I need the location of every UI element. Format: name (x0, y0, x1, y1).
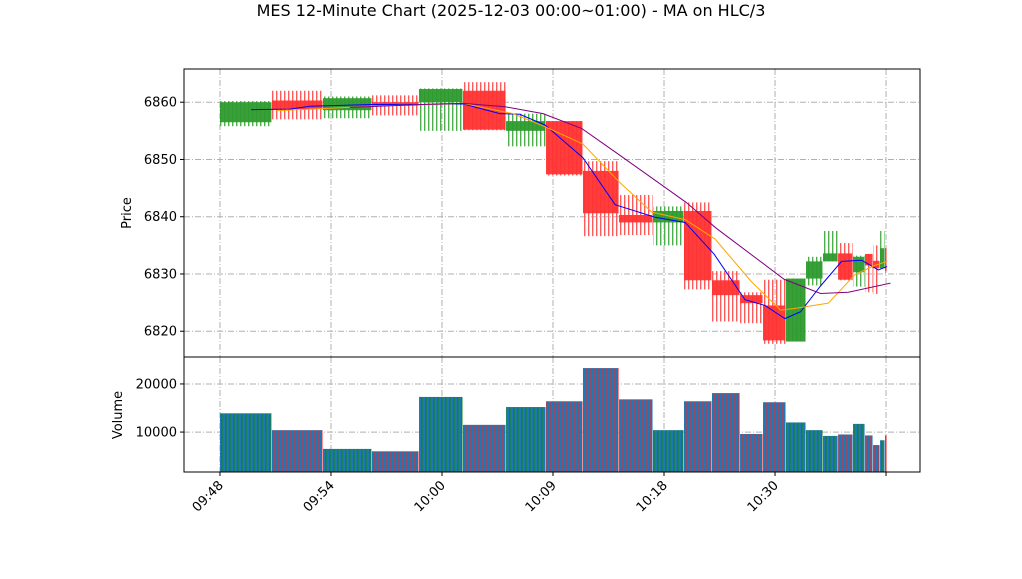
x-tick-label: 09:54 (301, 478, 338, 515)
volume-bar (419, 396, 463, 472)
candle-body-down (546, 121, 583, 175)
candle-body-up (219, 102, 272, 123)
x-tick-label: 10:30 (745, 478, 782, 515)
volume-bar (271, 430, 323, 472)
volume-tick-label: 20000 (136, 377, 177, 392)
candle-body-down (371, 102, 419, 106)
candle-body-down (763, 305, 786, 341)
ma_slow-line (349, 102, 891, 294)
ma_fast-line (251, 103, 888, 320)
volume-bar (853, 423, 865, 472)
volume-bar (822, 435, 838, 472)
price-axis-label: Price (120, 197, 135, 229)
x-tick-label: 09:48 (190, 478, 227, 515)
volume-bar (873, 445, 880, 472)
volume-bar (371, 451, 419, 472)
candle-body-down (711, 280, 740, 296)
candle-body-down (838, 253, 853, 280)
volume-tick-label: 10000 (136, 426, 177, 441)
volume-panel-frame (183, 356, 921, 473)
volume-bar (885, 435, 887, 472)
volume-bar (865, 435, 873, 472)
x-tick-label: 10:09 (523, 478, 560, 515)
price-tick-label: 6820 (144, 325, 177, 340)
moving-averages (251, 102, 891, 320)
ma_mid-line (276, 102, 888, 311)
candle-body-up (506, 121, 546, 131)
volume-bar (506, 407, 546, 472)
candle-body-up (822, 253, 838, 262)
volume-bar (219, 413, 272, 472)
volume-bar (763, 402, 786, 472)
volume-bar (880, 440, 885, 472)
volume-bar (653, 430, 684, 472)
candle-body-up (853, 256, 865, 273)
candle-wick (711, 271, 740, 322)
volume-axis-label: Volume (111, 391, 126, 439)
candle-body-up (805, 261, 823, 279)
volume-bar (683, 401, 712, 472)
x-tick-label: 10:18 (634, 478, 671, 515)
candle-body-up (653, 210, 684, 223)
volume-bar (322, 448, 372, 472)
candle-body-down (619, 215, 653, 223)
volume-bar (805, 430, 823, 472)
volume-bar (838, 434, 853, 472)
price-tick-label: 6840 (144, 210, 177, 225)
price-tick-label: 6850 (144, 153, 177, 168)
volume-bar (582, 368, 619, 472)
volume-bar (740, 433, 763, 472)
candle-body-down (865, 253, 873, 266)
volume-bars (219, 368, 887, 472)
price-tick-label: 6860 (144, 96, 177, 111)
price-tick-label: 6830 (144, 267, 177, 282)
candle-body-down (462, 90, 506, 130)
chart-title: MES 12-Minute Chart (2025-12-03 00:00~01… (257, 1, 766, 20)
candle-body-down (271, 100, 323, 110)
volume-bar (786, 422, 806, 472)
candle-wick (865, 253, 873, 293)
candles (219, 82, 887, 344)
candle-body-down (582, 170, 619, 214)
volume-bar (619, 399, 653, 472)
x-tick-label: 10:00 (412, 478, 449, 515)
volume-bar (711, 393, 740, 472)
candle-body-up (880, 248, 885, 269)
candle-body-down (885, 248, 887, 272)
candle-body-up (419, 89, 463, 103)
volume-bar (546, 401, 583, 472)
candle-wick (873, 245, 880, 295)
candle-body-down (740, 295, 763, 304)
volume-bar (462, 424, 506, 472)
candle-body-up (786, 278, 806, 342)
